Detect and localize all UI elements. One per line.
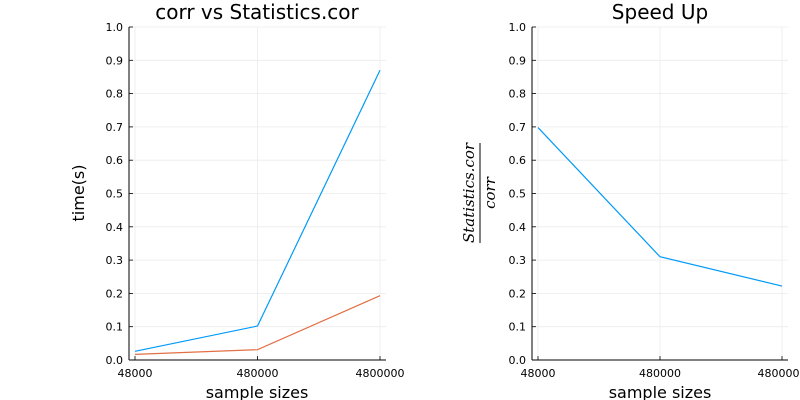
y-ticks-right: 0.0 0.1 0.2 0.3 0.4 0.5 0.6 0.7 0.8 0.9 1.0 <box>509 21 527 367</box>
grid-left <box>129 26 386 361</box>
x-axis-label-left: sample sizes <box>206 383 309 400</box>
y-ticks-left: 0.0 0.1 0.2 0.3 0.4 0.5 0.6 0.7 0.8 0.9 1.0 <box>106 21 124 367</box>
x-tick-label: 480000 <box>237 367 279 380</box>
x-axis-label-right: sample sizes <box>609 383 712 400</box>
y-tick-label: 0.2 <box>106 287 124 300</box>
y-axis-label-right: Statistics.cor corr <box>460 142 499 243</box>
series-line-2 <box>134 295 381 355</box>
grid-right <box>532 26 788 361</box>
y-tick-label: 0.1 <box>106 321 124 334</box>
x-tick-label: 4800000 <box>758 367 800 380</box>
y-tick-label: 0.3 <box>106 254 124 267</box>
y-tick-label: 0.7 <box>509 121 527 134</box>
x-tick-label: 48000 <box>118 367 153 380</box>
y-axis-label-denominator: corr <box>481 176 499 209</box>
y-tick-label: 0.4 <box>509 221 527 234</box>
y-tick-label: 1.0 <box>106 21 124 34</box>
y-tick-label: 1.0 <box>509 21 527 34</box>
x-ticks-left: 48000 480000 4800000 <box>118 367 405 380</box>
chart-title-right: Speed Up <box>612 0 708 24</box>
x-tick-label: 4800000 <box>356 367 405 380</box>
y-tick-label: 0.8 <box>509 88 527 101</box>
y-tick-label: 0.9 <box>509 54 527 67</box>
y-tick-label: 0.3 <box>509 254 527 267</box>
y-tick-label: 0.6 <box>106 154 124 167</box>
chart-panel-right: 0.00.10.20.30.40.50.60.70.80.91.0 48000 4… <box>460 0 800 400</box>
series-right <box>537 127 783 287</box>
y-tick-label: 0.7 <box>106 121 124 134</box>
y-tick-label: 0.4 <box>106 221 124 234</box>
chart-title-left: corr vs Statistics.cor <box>155 0 359 24</box>
axes-right <box>531 26 788 361</box>
y-tick-label: 0.0 <box>509 354 527 367</box>
axes-left <box>128 26 386 361</box>
y-tick-label: 0.2 <box>509 287 527 300</box>
x-tick-label: 48000 <box>521 367 556 380</box>
y-axis-label-numerator: Statistics.cor <box>460 142 478 243</box>
y-tick-label: 0.5 <box>509 188 527 201</box>
y-tick-label: 0.9 <box>106 54 124 67</box>
y-tick-label: 0.1 <box>509 321 527 334</box>
y-tick-label: 0.8 <box>106 88 124 101</box>
x-tick-label: 480000 <box>639 367 681 380</box>
y-tick-label: 0.5 <box>106 188 124 201</box>
y-tick-label: 0.6 <box>509 154 527 167</box>
chart-panel-left: 0.00.10.20.30.40.50.60.70.80.91.0 48000 4… <box>69 0 405 400</box>
series-line-1 <box>537 127 783 287</box>
x-ticks-right: 48000 480000 4800000 <box>521 367 800 380</box>
y-axis-label-left: time(s) <box>69 165 88 222</box>
series-left <box>134 70 381 355</box>
y-tick-label: 0.0 <box>106 354 124 367</box>
series-line-1 <box>134 70 381 352</box>
